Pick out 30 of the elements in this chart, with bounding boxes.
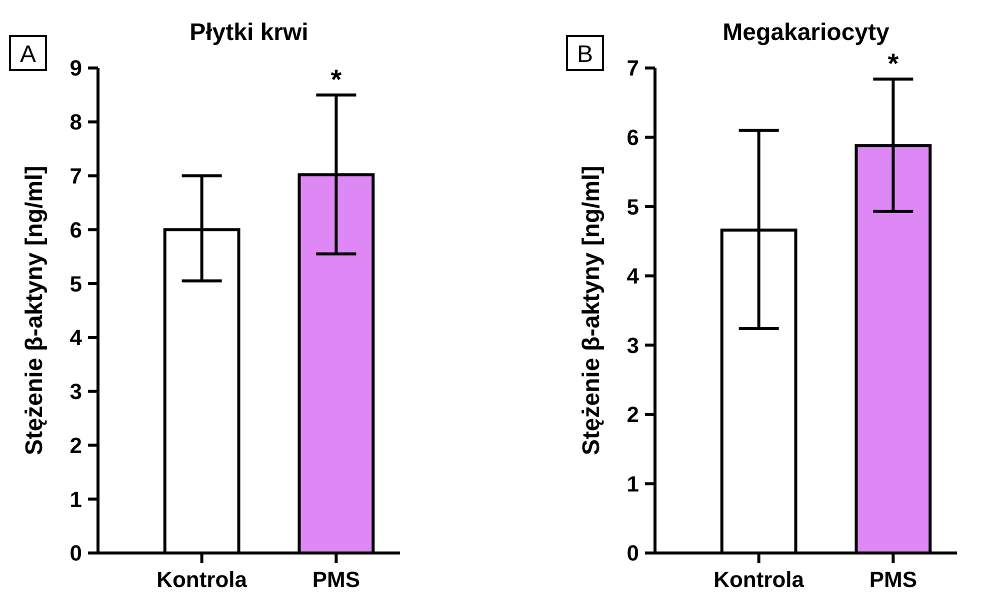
y-axis-title: Stężenie β-aktyny [ng/ml]: [21, 166, 48, 456]
chart-title: Płytki krwi: [190, 19, 308, 46]
text: B: [576, 41, 594, 68]
y-tick-label: 6: [626, 124, 639, 150]
chart-title: Megakariocyty: [722, 19, 890, 46]
y-tick-label: 5: [626, 194, 639, 220]
y-tick-label: 0: [70, 540, 82, 566]
y-tick-label: 4: [70, 325, 83, 350]
y-tick-label: 2: [70, 432, 82, 458]
y-tick-label: 1: [626, 471, 639, 496]
x-tick-label: Kontrola: [156, 567, 248, 592]
annotation: *: [330, 64, 342, 95]
y-tick-label: 4: [626, 264, 640, 289]
y-tick-label: 7: [70, 163, 82, 188]
x-tick-label: Kontrola: [714, 567, 805, 592]
y-tick-label: 6: [70, 217, 82, 242]
y-tick-label: 8: [70, 110, 82, 135]
y-axis-title: Stężenie β-aktyny [ng/ml]: [578, 166, 605, 456]
y-tick-label: 3: [70, 379, 82, 404]
x-tick-label: PMS: [869, 567, 918, 592]
y-tick-label: 5: [70, 271, 82, 296]
y-tick-label: 0: [626, 540, 639, 566]
y-tick-label: 7: [626, 56, 639, 81]
x-tick-label: PMS: [312, 567, 360, 592]
y-tick-label: 3: [626, 332, 639, 358]
annotation: *: [888, 48, 899, 80]
y-tick-label: 1: [70, 486, 82, 512]
y-tick-label: 2: [626, 402, 639, 428]
y-tick-label: 9: [70, 56, 82, 81]
text: A: [20, 41, 36, 68]
